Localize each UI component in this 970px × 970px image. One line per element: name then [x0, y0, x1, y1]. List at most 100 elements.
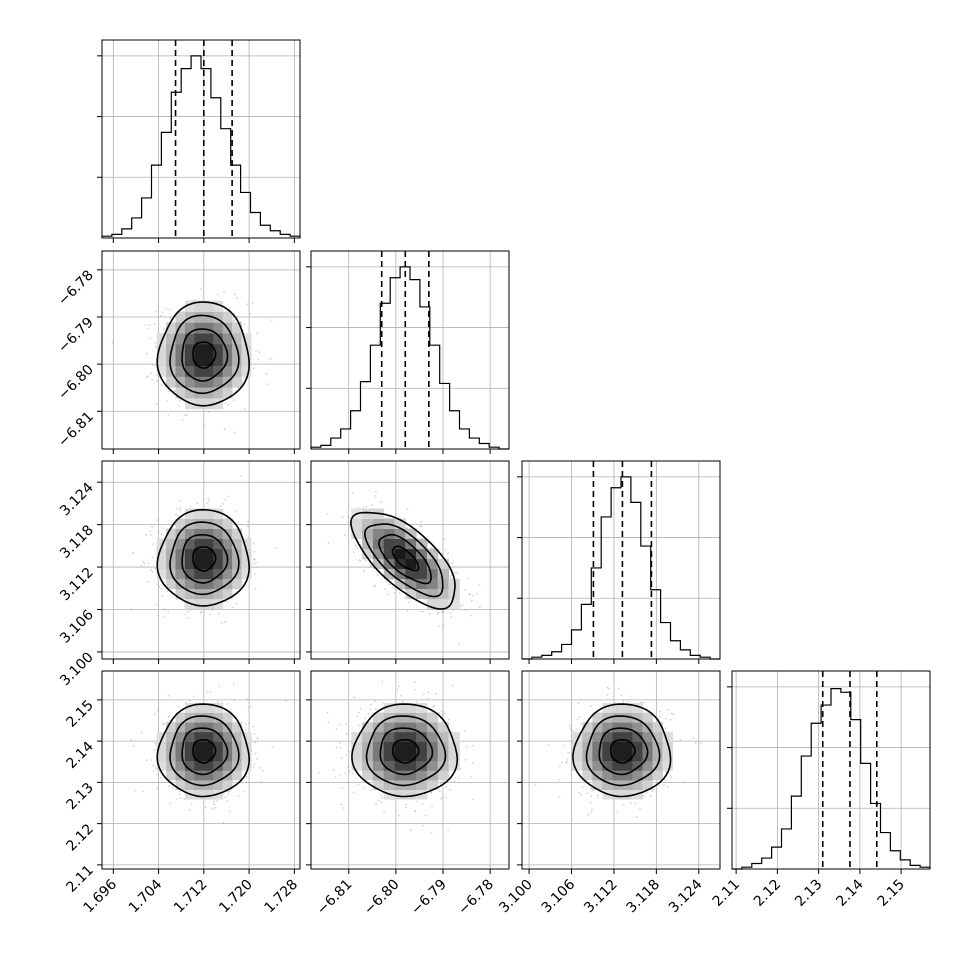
y-tick-label: 2.15 [63, 697, 96, 730]
density-cell [194, 343, 205, 356]
density-cell [203, 365, 214, 377]
density-cell [448, 598, 460, 610]
scatter-point [177, 515, 180, 517]
density-cell [185, 354, 195, 366]
y-tick-label: 3.124 [57, 480, 97, 520]
axes-frame [521, 670, 721, 870]
scatter-point [348, 770, 351, 773]
density-cell [194, 731, 205, 742]
density-cell [632, 702, 643, 713]
density-cell [213, 558, 224, 570]
scatter-point [147, 581, 150, 583]
density-cell [185, 741, 195, 752]
scatter-point [335, 746, 338, 749]
scatter-point [253, 550, 256, 553]
scatter-point [352, 492, 354, 494]
scatter-point [252, 725, 255, 728]
density-cell [185, 387, 195, 399]
scatter-point [203, 425, 205, 427]
scatter-point [450, 616, 453, 619]
density-cell [592, 760, 603, 771]
density-cell [652, 770, 663, 781]
scatter-point [169, 802, 172, 804]
scatter-point [255, 561, 257, 564]
scatter-point [249, 705, 252, 708]
scatter-point [151, 525, 154, 528]
density-cell [572, 760, 583, 771]
scatter-point [607, 687, 610, 690]
density-cell [185, 548, 195, 560]
density-cell [175, 578, 186, 590]
scatter-point [454, 572, 457, 574]
scatter-point [424, 814, 427, 817]
panel-3-1: −6.81 −6.80 −6.79 −6.78 [306, 670, 510, 918]
axes-frame [101, 670, 301, 870]
density-cell [166, 722, 176, 733]
density-cell [166, 558, 176, 570]
scatter-point [206, 502, 209, 504]
density-cell [203, 760, 214, 771]
x-tick-label: 3.100 [496, 877, 536, 917]
scatter-point [153, 749, 156, 752]
scatter-point [227, 495, 230, 498]
scatter-point [150, 759, 153, 761]
scatter-point [317, 771, 320, 774]
scatter-point [155, 604, 158, 606]
density-cell [362, 722, 374, 733]
scatter-point [166, 400, 168, 402]
scatter-point [590, 811, 593, 814]
density-cell [222, 387, 233, 399]
scatter-point [456, 571, 458, 574]
scatter-point [179, 506, 181, 509]
density-cell [213, 387, 224, 399]
density-cell [416, 760, 428, 771]
density-cell [405, 741, 417, 752]
density-cell [405, 538, 417, 550]
scatter-point [246, 303, 249, 306]
density-cell [166, 376, 176, 388]
scatter-point [237, 316, 239, 319]
density-cell [612, 722, 623, 733]
scatter-point [178, 790, 181, 793]
scatter-point [359, 707, 362, 710]
scatter-points [534, 686, 702, 818]
scatter-point [254, 588, 257, 591]
scatter-point [347, 521, 350, 524]
scatter-point [377, 799, 380, 802]
density-cell [405, 528, 417, 539]
scatter-point [443, 712, 446, 715]
density-cell [185, 568, 195, 580]
density-cell [416, 702, 428, 713]
density-cell [166, 770, 176, 781]
scatter-point [367, 713, 370, 716]
scatter-point [200, 288, 203, 290]
scatter-point [145, 759, 148, 762]
scatter-point [219, 505, 222, 507]
density-cell [405, 751, 417, 762]
scatter-point [254, 752, 257, 755]
density-cell [213, 333, 224, 345]
density-cell [572, 731, 583, 742]
scatter-point [245, 723, 248, 726]
scatter-point [177, 404, 180, 407]
density-cell [203, 770, 214, 781]
density-cell [632, 712, 643, 723]
scatter-point [384, 588, 386, 591]
scatter-point [570, 740, 573, 742]
density-cell [203, 538, 214, 550]
scatter-point [340, 803, 343, 806]
density-cell [232, 751, 242, 762]
axes-frame [310, 460, 510, 660]
scatter-point [347, 766, 349, 768]
density-cell [232, 528, 242, 539]
scatter-point [461, 604, 464, 607]
scatter-point [471, 798, 474, 800]
scatter-point [591, 808, 593, 811]
density-cell [602, 702, 613, 713]
scatter-point [165, 307, 168, 310]
density-cell [232, 578, 242, 590]
density-cell [372, 731, 385, 742]
density-cell [241, 354, 252, 366]
density-cell [166, 731, 176, 742]
scatter-point [186, 610, 189, 613]
